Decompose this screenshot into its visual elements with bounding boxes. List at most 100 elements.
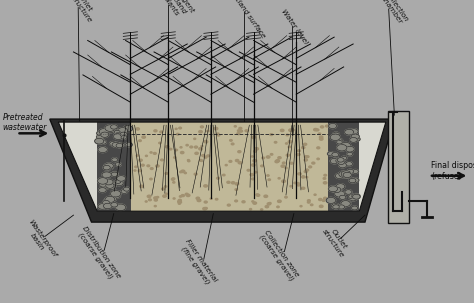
- Circle shape: [194, 146, 198, 148]
- Circle shape: [346, 161, 353, 166]
- Circle shape: [104, 179, 113, 185]
- Circle shape: [235, 183, 238, 185]
- Circle shape: [261, 209, 263, 210]
- Circle shape: [114, 133, 122, 138]
- Circle shape: [155, 205, 156, 207]
- Circle shape: [197, 198, 199, 199]
- Circle shape: [154, 130, 157, 132]
- Circle shape: [199, 131, 202, 133]
- Circle shape: [314, 194, 316, 195]
- Circle shape: [238, 151, 241, 153]
- Circle shape: [217, 135, 220, 136]
- Circle shape: [265, 205, 269, 208]
- Circle shape: [352, 169, 358, 174]
- Polygon shape: [97, 122, 131, 211]
- Circle shape: [156, 196, 159, 198]
- Circle shape: [186, 194, 190, 197]
- Circle shape: [195, 152, 198, 155]
- Circle shape: [100, 140, 106, 144]
- Circle shape: [317, 158, 319, 160]
- Circle shape: [310, 204, 313, 206]
- Circle shape: [277, 206, 279, 208]
- Circle shape: [123, 187, 130, 191]
- Circle shape: [343, 172, 351, 178]
- Polygon shape: [131, 122, 328, 211]
- Circle shape: [347, 169, 354, 174]
- Circle shape: [285, 196, 287, 198]
- Circle shape: [237, 130, 240, 132]
- Polygon shape: [50, 119, 394, 222]
- Circle shape: [230, 140, 232, 141]
- Circle shape: [267, 203, 271, 205]
- Circle shape: [196, 197, 200, 199]
- Circle shape: [165, 173, 168, 174]
- Circle shape: [109, 196, 117, 201]
- Circle shape: [349, 178, 356, 183]
- Circle shape: [104, 163, 113, 169]
- Circle shape: [101, 203, 109, 208]
- Circle shape: [336, 184, 345, 189]
- Circle shape: [185, 193, 188, 195]
- Circle shape: [178, 199, 182, 201]
- Circle shape: [97, 134, 105, 140]
- Circle shape: [350, 138, 357, 142]
- Circle shape: [274, 142, 277, 143]
- Circle shape: [115, 181, 123, 186]
- Circle shape: [162, 188, 164, 190]
- Circle shape: [173, 198, 175, 199]
- Circle shape: [98, 178, 108, 184]
- Circle shape: [291, 129, 294, 131]
- Circle shape: [116, 143, 123, 148]
- Circle shape: [102, 172, 111, 178]
- Circle shape: [249, 208, 252, 210]
- Circle shape: [281, 129, 284, 132]
- Circle shape: [285, 143, 288, 144]
- Circle shape: [142, 136, 146, 138]
- Circle shape: [207, 155, 210, 157]
- Circle shape: [110, 190, 121, 197]
- Circle shape: [175, 149, 177, 151]
- Circle shape: [215, 198, 218, 200]
- Circle shape: [178, 201, 182, 203]
- Circle shape: [251, 156, 254, 157]
- Circle shape: [301, 147, 305, 148]
- Circle shape: [179, 127, 182, 129]
- Circle shape: [350, 129, 358, 134]
- Circle shape: [278, 178, 280, 179]
- Circle shape: [114, 130, 120, 134]
- Circle shape: [154, 197, 157, 199]
- Circle shape: [256, 194, 260, 196]
- Circle shape: [332, 204, 339, 208]
- Circle shape: [304, 156, 308, 158]
- Circle shape: [178, 203, 181, 204]
- Circle shape: [140, 185, 144, 188]
- Circle shape: [354, 137, 360, 141]
- Circle shape: [165, 146, 169, 148]
- Circle shape: [309, 166, 311, 168]
- Circle shape: [112, 142, 120, 147]
- Circle shape: [98, 147, 107, 153]
- Circle shape: [100, 181, 109, 186]
- Text: Wetland surface: Wetland surface: [227, 0, 266, 39]
- Circle shape: [323, 182, 327, 184]
- Circle shape: [201, 160, 202, 161]
- Circle shape: [231, 143, 234, 145]
- Text: Collection zone
(coarse gravel): Collection zone (coarse gravel): [257, 229, 301, 282]
- Circle shape: [269, 202, 271, 204]
- Circle shape: [109, 142, 116, 146]
- Circle shape: [304, 171, 307, 173]
- Bar: [388, 111, 409, 223]
- Circle shape: [104, 164, 114, 170]
- Circle shape: [346, 146, 354, 152]
- Circle shape: [200, 159, 202, 161]
- Circle shape: [297, 184, 300, 186]
- Circle shape: [237, 133, 240, 135]
- Circle shape: [223, 174, 225, 176]
- Circle shape: [217, 177, 219, 179]
- Circle shape: [114, 194, 120, 198]
- Circle shape: [180, 171, 182, 173]
- Circle shape: [288, 141, 292, 143]
- Circle shape: [190, 146, 193, 148]
- Circle shape: [320, 126, 324, 128]
- Circle shape: [256, 194, 258, 195]
